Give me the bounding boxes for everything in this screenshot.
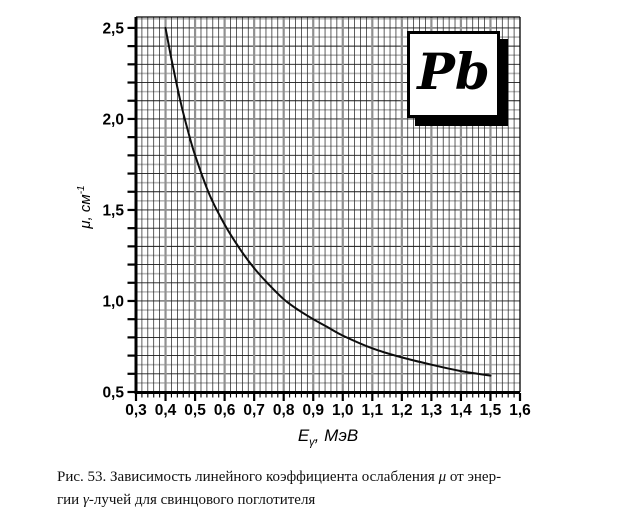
pb-annotation-label: Pb bbox=[417, 41, 490, 101]
data-curve-pb bbox=[164, 26, 492, 377]
x-tick-label: 0,4 bbox=[155, 402, 177, 419]
pb-annotation-box: Pb bbox=[407, 31, 500, 118]
x-tick-label: 0,5 bbox=[184, 402, 206, 419]
caption-line-2: гии γ-лучей для свинцового поглотителя bbox=[57, 491, 316, 508]
x-axis-title-main: E bbox=[297, 426, 310, 445]
axis-ticks bbox=[127, 26, 522, 401]
y-axis-title-sup: -1 bbox=[76, 185, 87, 195]
y-axis-title-main: μ bbox=[77, 220, 94, 229]
y-axis-title-rest: , см bbox=[77, 194, 94, 221]
x-axis-title: Eγ, МэВ bbox=[136, 426, 520, 448]
x-tick-label: 1,1 bbox=[362, 402, 384, 419]
tick-labels: 0,5 1,0 1,5 2,0 2,5 0,3 0,4 0,5 0,6 0,7 0,8 0,9 1,0 1… bbox=[102, 20, 531, 419]
x-axis-title-rest: , МэВ bbox=[314, 426, 359, 445]
x-tick-label: 0,9 bbox=[302, 402, 324, 419]
y-tick-label: 0,5 bbox=[102, 385, 124, 402]
x-tick-label: 1,6 bbox=[509, 402, 531, 419]
x-tick-label: 1,4 bbox=[450, 402, 472, 419]
figure-caption: Рис. 53. Зависимость линейного коэффицие… bbox=[57, 466, 597, 511]
x-tick-label: 0,3 bbox=[125, 402, 147, 419]
x-tick-label: 1,2 bbox=[391, 402, 413, 419]
x-tick-label: 0,7 bbox=[243, 402, 265, 419]
x-tick-label: 1,3 bbox=[421, 402, 443, 419]
caption-line-1: Рис. 53. Зависимость линейного коэффицие… bbox=[57, 469, 502, 485]
y-tick-label: 1,0 bbox=[102, 293, 124, 310]
y-tick-label: 2,0 bbox=[102, 111, 124, 128]
y-tick-label: 2,5 bbox=[102, 20, 124, 37]
gamma-symbol: γ bbox=[82, 491, 89, 508]
x-axis-title-sub: γ bbox=[309, 436, 315, 449]
x-tick-label: 1,0 bbox=[332, 402, 354, 419]
mu-symbol: μ bbox=[438, 469, 447, 485]
x-tick-label: 0,6 bbox=[214, 402, 236, 419]
x-tick-label: 0,8 bbox=[273, 402, 295, 419]
plot-frame bbox=[134, 16, 521, 394]
y-axis-title: μ, см-1 bbox=[76, 147, 96, 267]
y-tick-label: 1,5 bbox=[102, 202, 124, 219]
x-tick-label: 1,5 bbox=[480, 402, 502, 419]
